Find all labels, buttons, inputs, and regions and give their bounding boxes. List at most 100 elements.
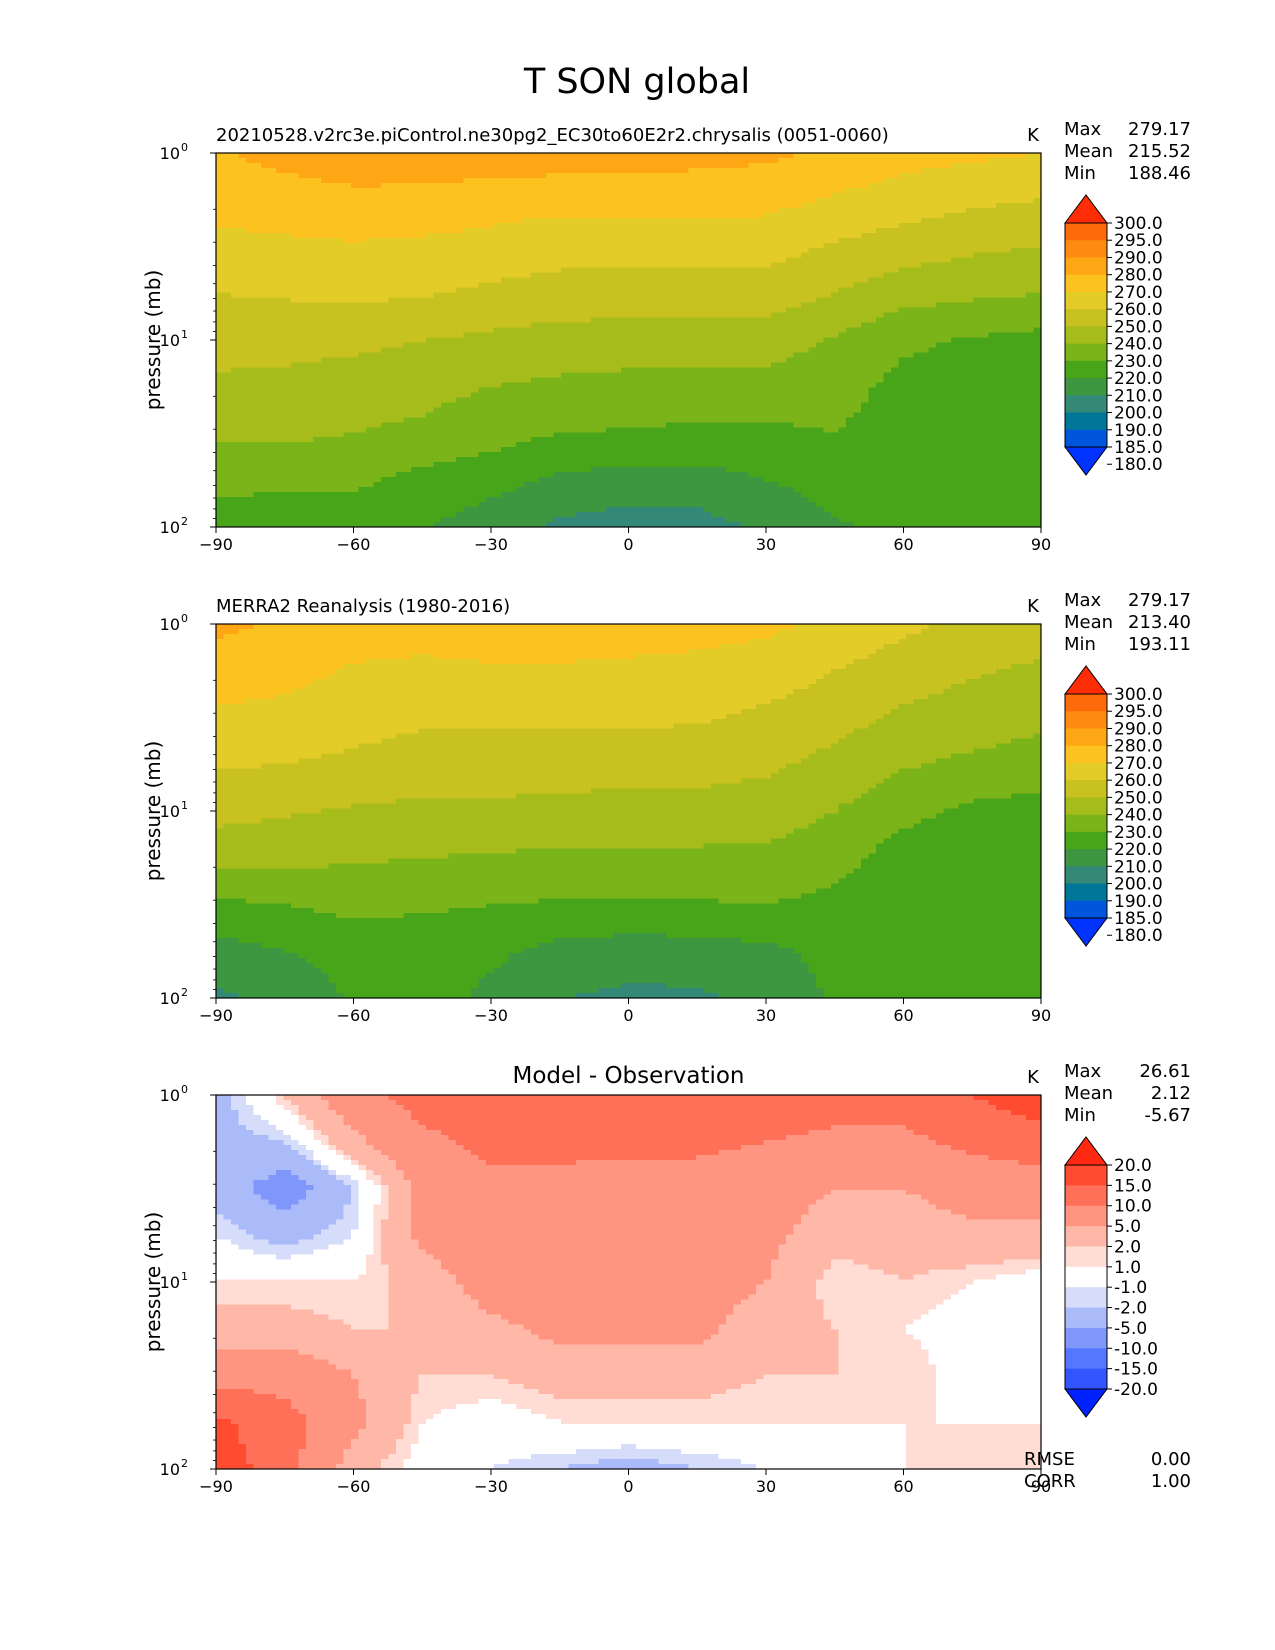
contour-cell — [673, 172, 682, 179]
contour-cell — [681, 187, 690, 194]
contour-cell — [381, 217, 390, 224]
contour-cell — [741, 153, 750, 159]
contour-cell — [621, 297, 630, 304]
contour-cell — [771, 357, 780, 364]
contour-cell — [418, 222, 427, 229]
contour-cell — [1003, 352, 1012, 359]
contour-cell — [448, 352, 457, 359]
contour-cell — [343, 322, 352, 329]
contour-cell — [846, 153, 855, 159]
contour-cell — [1033, 167, 1042, 174]
contour-cell — [726, 367, 735, 374]
contour-cell — [876, 177, 885, 184]
contour-cell — [681, 207, 690, 214]
contour-cell — [471, 232, 480, 239]
contour-cell — [546, 337, 555, 344]
contour-cell — [471, 287, 480, 294]
contour-cell — [471, 153, 480, 159]
contour-cell — [996, 247, 1005, 254]
contour-cell — [411, 317, 420, 324]
contour-cell — [1026, 302, 1035, 309]
contour-cell — [696, 362, 705, 369]
contour-cell — [756, 327, 765, 334]
contour-cell — [756, 217, 765, 224]
contour-cell — [583, 307, 592, 314]
contour-cell — [283, 292, 292, 299]
contour-cell — [846, 232, 855, 239]
contour-cell — [733, 262, 742, 269]
contour-cell — [471, 272, 480, 279]
contour-cell — [523, 377, 532, 383]
contour-cell — [553, 362, 562, 369]
contour-cell — [868, 337, 877, 344]
contour-cell — [516, 217, 525, 224]
contour-cell — [486, 177, 495, 184]
contour-cell — [771, 302, 780, 309]
contour-cell — [298, 347, 307, 354]
contour-cell — [793, 292, 802, 299]
contour-cell — [883, 172, 892, 179]
contour-cell — [733, 247, 742, 254]
contour-cell — [276, 227, 285, 234]
contour-cell — [448, 287, 457, 294]
contour-cell — [681, 222, 690, 229]
contour-cell — [388, 347, 397, 354]
contour-cell — [238, 162, 247, 169]
contour-cell — [223, 362, 232, 369]
contour-cell — [591, 207, 600, 214]
contour-cell — [343, 157, 352, 164]
contour-cell — [351, 153, 360, 159]
contour-cell — [321, 212, 330, 219]
contour-cell — [373, 227, 382, 234]
contour-cell — [598, 252, 607, 259]
contour-cell — [868, 262, 877, 269]
contour-cell — [373, 267, 382, 274]
contour-cell — [613, 372, 622, 378]
contour-cell — [546, 362, 555, 369]
contour-cell — [493, 312, 502, 319]
contour-cell — [1011, 252, 1020, 259]
contour-cell — [943, 172, 952, 179]
contour-cell — [246, 162, 255, 169]
contour-cell — [651, 242, 660, 249]
contour-cell — [643, 232, 652, 239]
contour-cell — [268, 227, 277, 234]
contour-cell — [591, 252, 600, 259]
contour-cell — [516, 317, 525, 324]
contour-cell — [351, 207, 360, 214]
contour-cell — [366, 167, 375, 174]
contour-cell — [238, 197, 247, 204]
contour-cell — [936, 302, 945, 309]
contour-cell — [628, 312, 637, 319]
contour-cell — [381, 232, 390, 239]
contour-cell — [523, 157, 532, 164]
contour-cell — [321, 377, 330, 383]
contour-cell — [216, 282, 225, 289]
contour-cell — [328, 197, 337, 204]
contour-cell — [531, 172, 540, 179]
contour-cell — [636, 287, 645, 294]
contour-cell — [883, 167, 892, 174]
contour-cell — [921, 362, 930, 369]
contour-cell — [928, 292, 937, 299]
contour-cell — [688, 282, 697, 289]
contour-cell — [238, 172, 247, 179]
contour-cell — [996, 307, 1005, 314]
contour-cell — [531, 357, 540, 364]
contour-cell — [928, 302, 937, 309]
contour-cell — [726, 302, 735, 309]
contour-cell — [298, 302, 307, 309]
contour-cell — [666, 247, 675, 254]
contour-cell — [471, 167, 480, 174]
contour-cell — [598, 247, 607, 254]
contour-cell — [231, 362, 240, 369]
contour-cell — [561, 207, 570, 214]
contour-cell — [238, 212, 247, 219]
contour-cell — [621, 242, 630, 249]
contour-cell — [688, 172, 697, 179]
contour-cell — [463, 172, 472, 179]
contour-cell — [636, 317, 645, 324]
contour-cell — [756, 352, 765, 359]
contour-cell — [216, 297, 225, 304]
contour-cell — [913, 257, 922, 264]
